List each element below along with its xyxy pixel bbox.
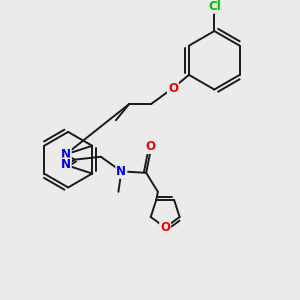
Text: Cl: Cl [208,0,221,13]
Text: N: N [61,148,71,161]
Text: N: N [116,165,126,178]
Text: O: O [146,140,156,153]
Text: N: N [61,158,71,172]
Text: O: O [160,221,170,234]
Text: O: O [168,82,178,94]
